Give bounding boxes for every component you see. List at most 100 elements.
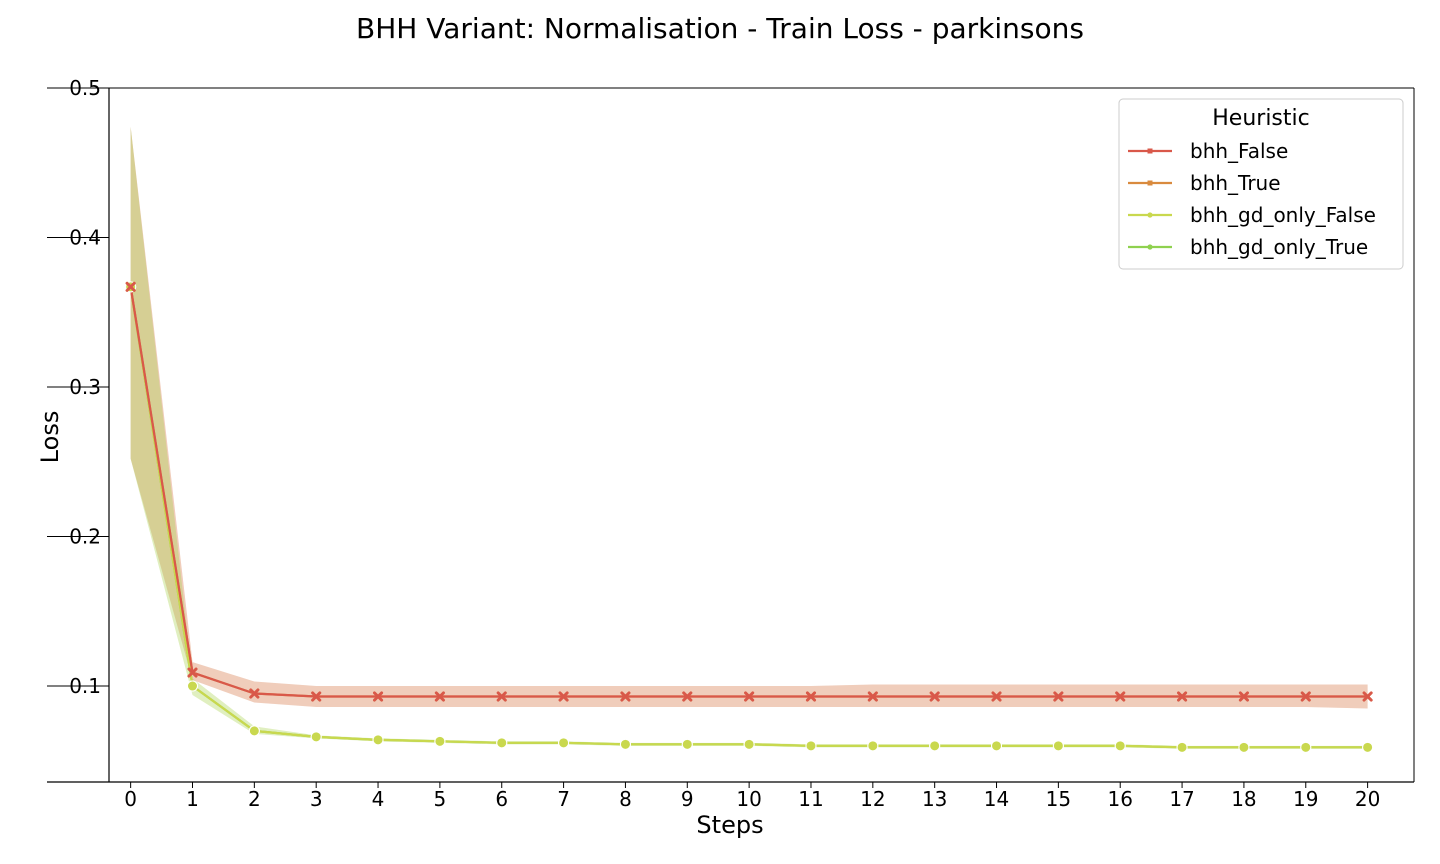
x-tick-label: 15 [1046,787,1071,811]
legend-label: bhh_False [1190,139,1288,163]
point-bhh_False-12 [867,691,878,702]
x-tick-label: 2 [248,787,261,811]
point-bhh_False-1 [187,667,198,678]
series-lines [129,286,1368,749]
point-stroke [1300,691,1311,702]
legend-item-bhh_gd_only_False: bhh_gd_only_False [1128,203,1376,227]
point-stroke [311,691,322,702]
chart-title: BHH Variant: Normalisation - Train Loss … [356,12,1084,45]
point-stroke [682,691,693,702]
point-bhh_gd_only_False-19 [1300,741,1312,753]
x-tick-label: 17 [1169,787,1194,811]
point-stroke [1053,691,1064,702]
legend-swatch-marker [1147,212,1153,218]
legend-label: bhh_gd_only_True [1190,235,1368,259]
point-bhh_gd_only_False-20 [1362,741,1374,753]
point-bhh_False-3 [311,691,322,702]
y-tick-label: 0.2 [69,525,101,549]
point-bhh_gd_only_False-15 [1052,740,1064,752]
point-bhh_False-10 [744,691,755,702]
point-bhh_gd_only_False-2 [248,725,260,737]
point-stroke [496,691,507,702]
point-stroke [249,688,260,699]
x-tick-label: 13 [922,787,947,811]
x-tick-label: 16 [1107,787,1132,811]
x-tick-label: 6 [495,787,508,811]
series-markers [125,281,1374,753]
point-stroke [558,691,569,702]
x-tick-label: 11 [798,787,823,811]
point-bhh_False-2 [249,688,260,699]
x-axis-title: Steps [696,811,763,839]
point-stroke [620,691,631,702]
point-bhh_False-15 [1053,691,1064,702]
point-stroke [1115,691,1126,702]
point-bhh_gd_only_False-9 [681,738,693,750]
point-bhh_gd_only_False-12 [867,740,879,752]
point-stroke [1177,691,1188,702]
point-stroke [125,281,136,292]
legend-item-bhh_True: bhh_True [1128,171,1281,195]
point-stroke [187,667,198,678]
point-stroke [929,691,940,702]
series-line-bhh_False [129,286,1368,698]
point-bhh_gd_only_False-11 [805,740,817,752]
x-tick-label: 0 [124,787,137,811]
point-stroke [1238,691,1249,702]
x-tick-label: 19 [1293,787,1318,811]
point-bhh_False-19 [1300,691,1311,702]
y-tick-label: 0.1 [69,674,101,698]
point-bhh_False-13 [929,691,940,702]
x-tick-label: 14 [984,787,1009,811]
legend: Heuristic bhh_False bhh_True bhh_gd_only_Fa… [1118,98,1404,270]
legend-swatch-marker [1147,148,1153,154]
point-bhh_False-4 [373,691,384,702]
series-line-bhh_gd_only_False [129,286,1368,749]
point-bhh_False-20 [1362,691,1373,702]
point-bhh_gd_only_False-3 [310,731,322,743]
point-stroke [744,691,755,702]
legend-swatch-marker [1147,244,1153,250]
point-bhh_gd_only_False-7 [558,737,570,749]
x-tick-label: 20 [1355,787,1380,811]
x-tick-label: 4 [372,787,385,811]
series-line-bhh_True [129,286,1368,698]
y-tick-label: 0.4 [69,226,101,250]
point-bhh_gd_only_False-1 [186,680,198,692]
y-tick-label: 0.3 [69,375,101,399]
legend-swatch-marker [1147,180,1153,186]
point-bhh_gd_only_False-18 [1238,741,1250,753]
legend-item-bhh_False: bhh_False [1128,139,1288,163]
x-tick-label: 3 [310,787,323,811]
y-axis-title: Loss [36,411,64,464]
point-stroke [434,691,445,702]
point-bhh_False-14 [991,691,1002,702]
y-tick-label: 0.5 [69,76,101,100]
x-tick-label: 7 [557,787,570,811]
legend-title: Heuristic [1212,106,1309,131]
x-tick-label: 10 [736,787,761,811]
point-stroke [805,691,816,702]
point-bhh_False-0 [125,281,136,292]
legend-label: bhh_True [1190,171,1281,195]
point-stroke [991,691,1002,702]
legend-item-bhh_gd_only_True: bhh_gd_only_True [1128,235,1368,259]
series-line-bhh_gd_only_True [129,286,1368,749]
point-bhh_False-6 [496,691,507,702]
point-bhh_gd_only_False-16 [1114,740,1126,752]
point-bhh_False-18 [1238,691,1249,702]
point-bhh_gd_only_False-5 [434,735,446,747]
x-tick-label: 8 [619,787,632,811]
x-tick-label: 18 [1231,787,1256,811]
x-tick-label: 12 [860,787,885,811]
point-bhh_False-16 [1115,691,1126,702]
point-bhh_False-7 [558,691,569,702]
point-bhh_False-11 [805,691,816,702]
x-tick-label: 1 [186,787,199,811]
point-bhh_gd_only_False-8 [619,738,631,750]
point-bhh_False-9 [682,691,693,702]
point-stroke [1362,691,1373,702]
point-bhh_gd_only_False-17 [1176,741,1188,753]
legend-label: bhh_gd_only_False [1190,203,1376,227]
